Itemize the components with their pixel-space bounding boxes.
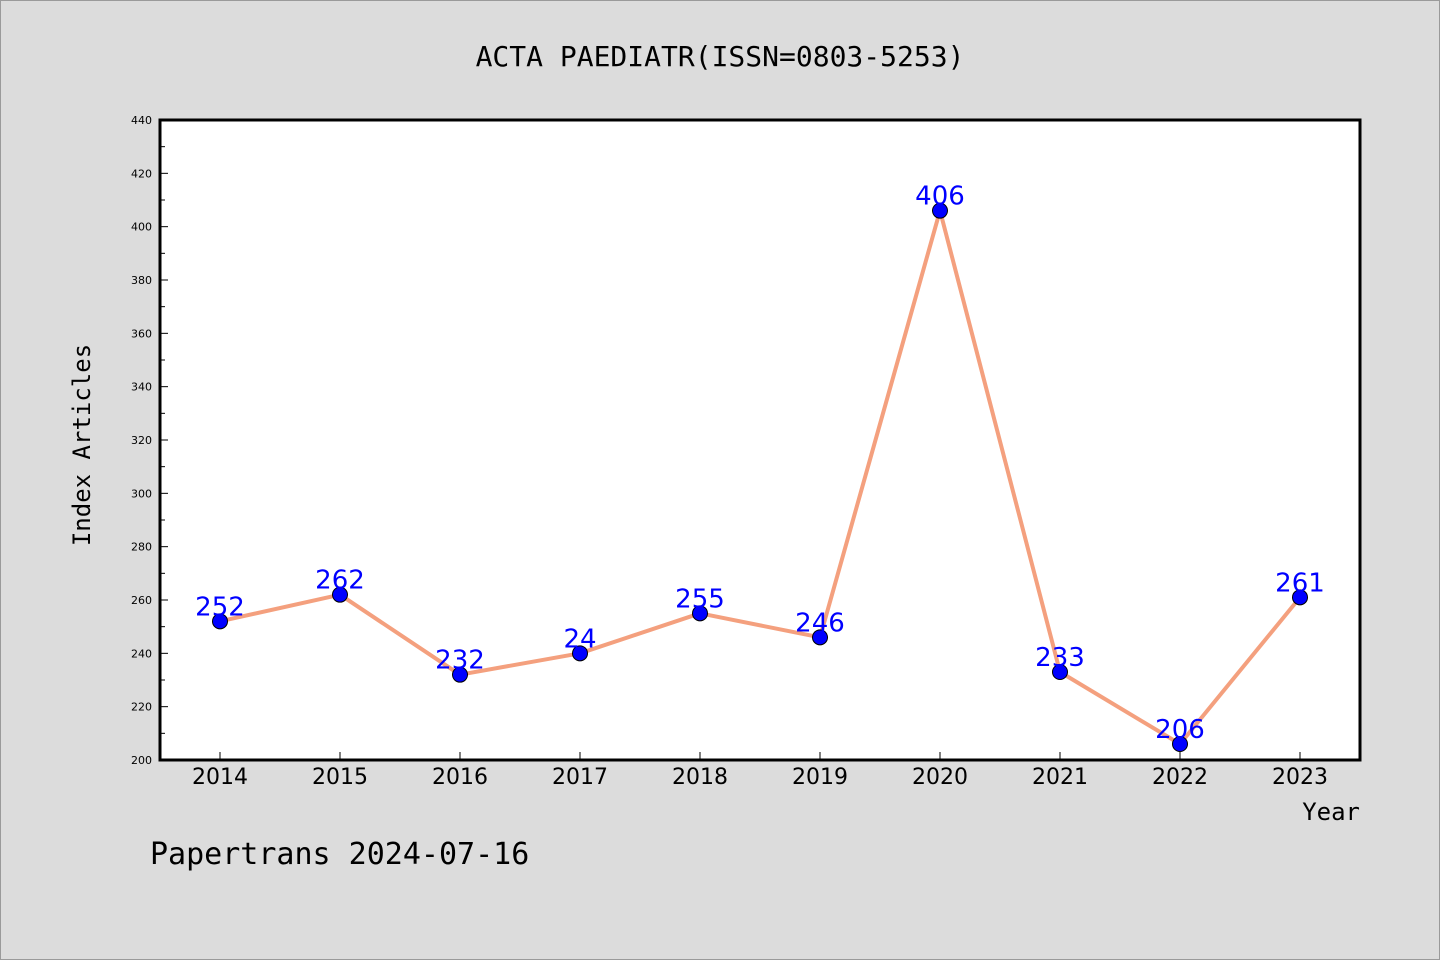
x-tick-label: 2017 bbox=[552, 765, 608, 790]
x-tick-label: 2016 bbox=[432, 765, 488, 790]
data-point bbox=[332, 586, 348, 603]
y-tick-label: 340 bbox=[131, 381, 152, 394]
y-tick-label: 420 bbox=[131, 167, 152, 180]
y-tick-label: 240 bbox=[131, 647, 152, 660]
data-labels: 252 262 232 24 255 246 406 233 206 261 bbox=[195, 182, 1325, 745]
y-tick-label: 220 bbox=[131, 701, 152, 714]
series-line bbox=[219, 208, 1302, 746]
y-tick-label: 380 bbox=[131, 274, 152, 287]
y-tick-label: 300 bbox=[131, 487, 152, 500]
y-tick-label: 360 bbox=[131, 327, 152, 340]
x-tick-label: 2020 bbox=[912, 765, 968, 790]
x-tick-label: 2021 bbox=[1032, 765, 1088, 790]
data-point bbox=[452, 666, 468, 683]
data-label: 246 bbox=[795, 608, 845, 638]
data-label: 255 bbox=[675, 584, 725, 614]
y-tick-label: 280 bbox=[131, 541, 152, 554]
data-label: 232 bbox=[435, 646, 485, 676]
data-point bbox=[1292, 589, 1308, 606]
data-point bbox=[212, 613, 228, 630]
x-tick-label: 2022 bbox=[1152, 765, 1208, 790]
x-tick-label: 2018 bbox=[672, 765, 728, 790]
y-axis-ticks: 200 220 240 260 280 300 320 340 360 380 400 420 440 bbox=[131, 114, 168, 767]
data-point bbox=[932, 202, 948, 219]
y-tick-label: 400 bbox=[131, 221, 152, 234]
y-tick-label: 260 bbox=[131, 594, 152, 607]
y-tick-label: 320 bbox=[131, 434, 152, 447]
data-label: 206 bbox=[1155, 715, 1205, 745]
x-axis-title: Year bbox=[1302, 798, 1360, 826]
data-label: 261 bbox=[1275, 568, 1325, 598]
data-point bbox=[1172, 736, 1188, 752]
data-label: 233 bbox=[1035, 643, 1085, 673]
x-axis-ticks: 2014 2015 2016 2017 2018 2019 2020 2021 2022 2023 bbox=[192, 752, 1328, 790]
footer-stamp: Papertrans 2024-07-16 bbox=[150, 837, 529, 872]
plot-area bbox=[158, 118, 1362, 762]
data-label: 262 bbox=[315, 566, 365, 596]
data-point bbox=[812, 629, 828, 646]
x-tick-label: 2019 bbox=[792, 765, 848, 790]
data-point bbox=[1052, 664, 1068, 680]
y-axis-title: Index Articles bbox=[68, 344, 96, 546]
x-tick-label: 2015 bbox=[312, 765, 368, 790]
chart-title: ACTA PAEDIATR(ISSN=0803-5253) bbox=[476, 40, 965, 73]
x-tick-label: 2023 bbox=[1272, 765, 1328, 790]
series-group bbox=[212, 202, 1308, 752]
data-label: 406 bbox=[915, 182, 965, 212]
data-label: 252 bbox=[195, 592, 245, 622]
y-tick-label: 440 bbox=[131, 114, 152, 127]
data-label: 24 bbox=[563, 624, 596, 654]
data-point bbox=[572, 645, 588, 662]
x-tick-label: 2014 bbox=[192, 765, 248, 790]
data-point bbox=[692, 605, 708, 622]
y-tick-label: 200 bbox=[131, 754, 152, 767]
